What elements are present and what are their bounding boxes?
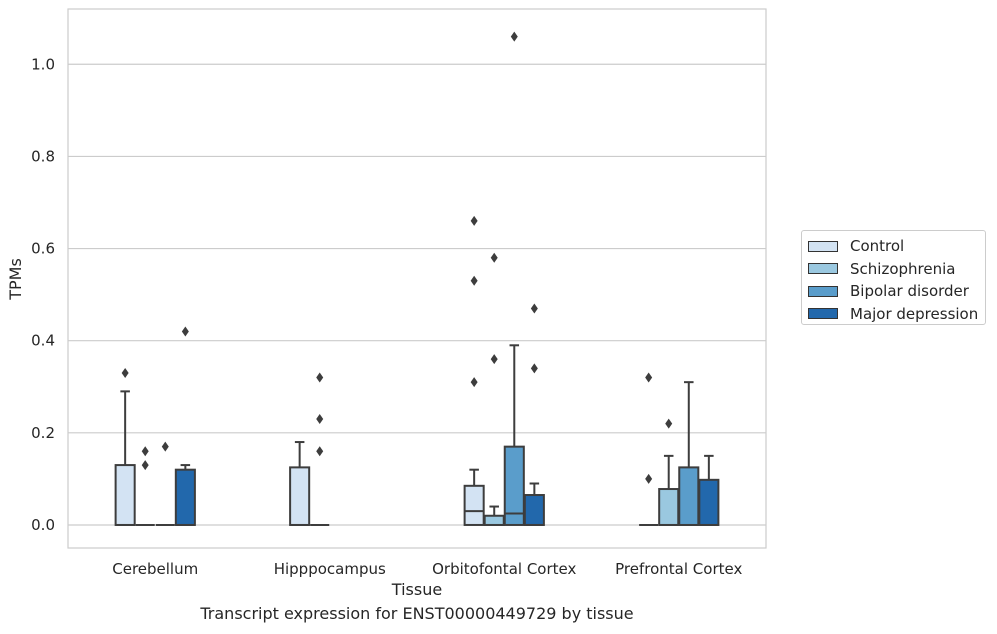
- y-tick-label: 0.2: [31, 424, 55, 442]
- box-body: [698, 478, 720, 526]
- plot-frame: [67, 8, 767, 549]
- legend: Control Schizophrenia Bipolar disorder Majo…: [801, 230, 986, 325]
- outlier-point: [181, 326, 189, 337]
- outlier-point: [121, 367, 129, 378]
- outlier-point: [645, 473, 653, 484]
- legend-label: Schizophrenia: [850, 259, 956, 278]
- box-body: [503, 445, 525, 526]
- legend-swatch: [808, 285, 838, 297]
- y-axis-label: TPMs: [6, 258, 25, 301]
- box-body: [678, 466, 700, 526]
- outlier-point: [316, 446, 324, 457]
- legend-item: Control: [808, 235, 979, 258]
- legend-item: Bipolar disorder: [808, 280, 979, 303]
- x-tick-label: Hipppocampus: [274, 560, 386, 578]
- legend-swatch: [808, 308, 838, 320]
- x-axis-label: Tissue: [391, 580, 442, 599]
- outlier-point: [316, 372, 324, 383]
- grid-lines: [68, 63, 766, 526]
- outlier-point: [530, 303, 538, 314]
- outlier-point: [490, 252, 498, 263]
- x-tick-label: Prefrontal Cortex: [615, 560, 742, 578]
- box-body: [174, 468, 196, 526]
- y-tick-label: 0.8: [31, 147, 55, 165]
- outlier-point: [490, 354, 498, 365]
- y-tick-label: 0.4: [31, 332, 55, 350]
- outlier-point: [141, 460, 149, 471]
- box-body: [114, 464, 136, 526]
- box-body: [289, 466, 311, 526]
- legend-label: Bipolar disorder: [850, 282, 969, 301]
- box-plot-marks: [114, 31, 720, 526]
- outlier-point: [510, 31, 518, 42]
- outlier-point: [665, 418, 673, 429]
- legend-item: Major depression: [808, 303, 979, 326]
- legend-label: Major depression: [850, 304, 979, 323]
- outlier-point: [141, 446, 149, 457]
- x-tick-label: Cerebellum: [112, 560, 198, 578]
- outlier-point: [470, 215, 478, 226]
- chart-caption: Transcript expression for ENST0000044972…: [200, 604, 634, 623]
- legend-item: Schizophrenia: [808, 258, 979, 281]
- x-tick-label: Orbitofontal Cortex: [432, 560, 576, 578]
- box-body: [658, 488, 680, 526]
- box-body: [523, 494, 545, 526]
- legend-label: Control: [850, 237, 905, 256]
- y-tick-label: 1.0: [31, 55, 55, 73]
- box-body: [463, 484, 485, 526]
- outlier-point: [161, 441, 169, 452]
- x-axis-ticks: Cerebellum Hipppocampus Orbitofontal Corte…: [112, 560, 742, 578]
- legend-swatch: [808, 240, 838, 252]
- y-axis-ticks: 0.0 0.2 0.4 0.6 0.8 1.0: [31, 55, 55, 534]
- box-body: [483, 514, 505, 526]
- outlier-point: [530, 363, 538, 374]
- y-tick-label: 0.0: [31, 516, 55, 534]
- y-tick-label: 0.6: [31, 240, 55, 258]
- outlier-point: [645, 372, 653, 383]
- legend-swatch: [808, 263, 838, 275]
- outlier-point: [470, 377, 478, 388]
- outlier-point: [470, 275, 478, 286]
- outlier-point: [316, 414, 324, 425]
